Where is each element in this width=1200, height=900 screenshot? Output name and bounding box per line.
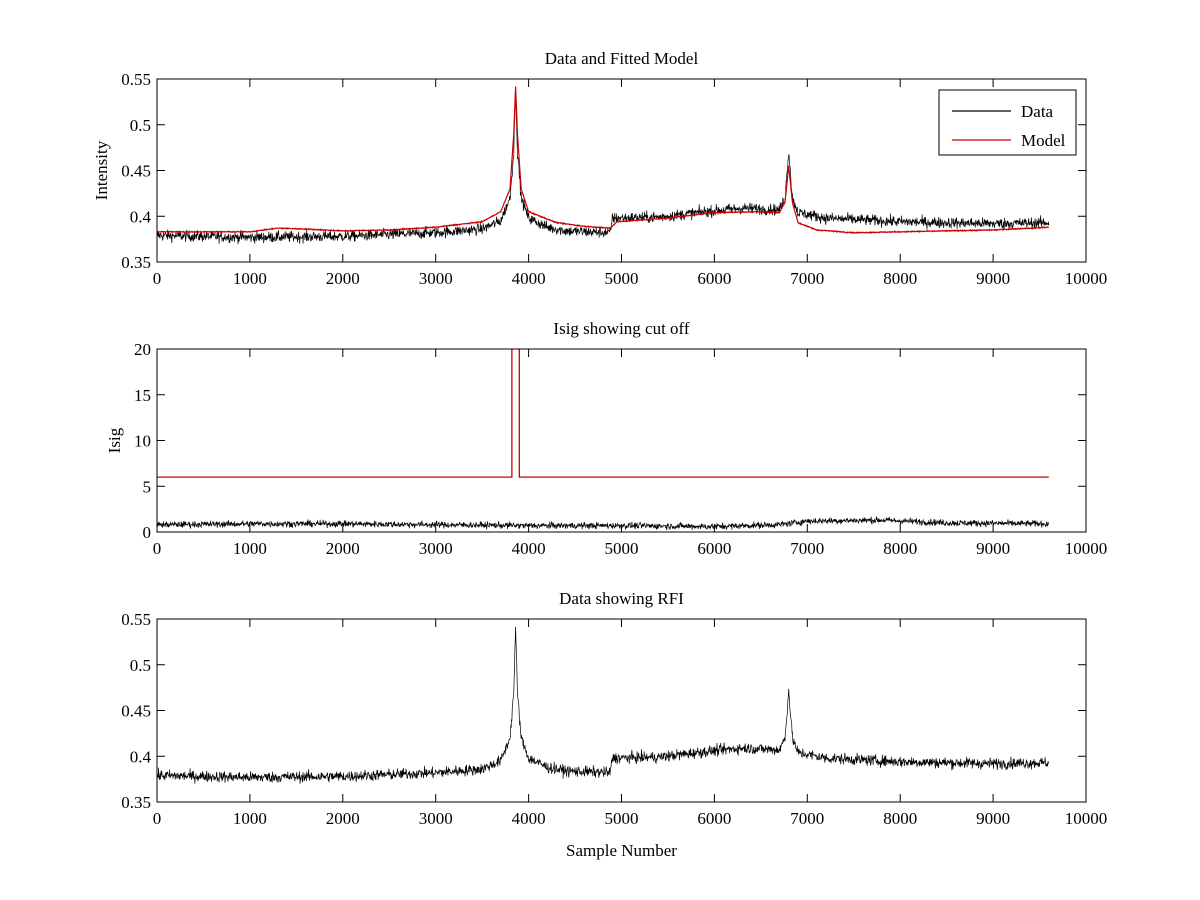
x-tick-label: 0 — [153, 539, 162, 558]
x-tick-label: 3000 — [419, 539, 453, 558]
x-tick-label: 5000 — [605, 269, 639, 288]
x-tick-label: 6000 — [697, 539, 731, 558]
x-tick-label: 0 — [153, 269, 162, 288]
x-tick-label: 9000 — [976, 269, 1010, 288]
y-tick-label: 0.45 — [121, 702, 151, 721]
subplot-2: 0 1000 2000 3000 4000 5000 6000 7000 8000 9000 100… — [105, 319, 1107, 558]
y-tick-label: 0.45 — [121, 162, 151, 181]
chart-title: Data showing RFI — [559, 589, 684, 608]
x-tick-label: 6000 — [697, 809, 731, 828]
x-tick-label: 1000 — [233, 269, 267, 288]
y-tick-label: 0 — [143, 523, 152, 542]
series-2-2 — [157, 349, 1049, 478]
x-tick-label: 5000 — [605, 809, 639, 828]
legend-box — [938, 89, 1077, 156]
subplot-3: 0 1000 2000 3000 4000 5000 6000 7000 8000 9000 100… — [121, 589, 1107, 860]
x-tick-label: 1000 — [233, 809, 267, 828]
chart-title: Isig showing cut off — [553, 319, 689, 338]
series-1-data — [157, 90, 1050, 245]
series-2-1 — [157, 516, 1050, 531]
y-axis-label: Intensity — [92, 140, 111, 200]
x-tick-label: 7000 — [790, 269, 824, 288]
series-3-1 — [157, 626, 1049, 784]
x-tick-label: 10000 — [1065, 809, 1108, 828]
y-tick-label: 0.5 — [130, 656, 151, 675]
legend: Data Model — [938, 89, 1077, 156]
y-axis-label: Isig — [105, 427, 124, 453]
x-tick-label: 5000 — [605, 539, 639, 558]
y-tick-label: 0.35 — [121, 253, 151, 272]
y-tick-label: 0.4 — [130, 747, 152, 766]
x-tick-label: 4000 — [512, 539, 546, 558]
x-tick-label: 8000 — [883, 539, 917, 558]
x-tick-label: 2000 — [326, 539, 360, 558]
y-tick-label: 5 — [143, 477, 152, 496]
y-tick-label: 15 — [134, 386, 151, 405]
x-tick-label: 10000 — [1065, 269, 1108, 288]
y-tick-label: 0.55 — [121, 70, 151, 89]
x-tick-label: 1000 — [233, 539, 267, 558]
legend-label-model: Model — [1021, 131, 1066, 150]
x-tick-label: 7000 — [790, 809, 824, 828]
y-tick-label: 10 — [134, 432, 151, 451]
x-tick-label: 9000 — [976, 539, 1010, 558]
x-tick-label: 4000 — [512, 809, 546, 828]
y-tick-label: 20 — [134, 340, 151, 359]
x-tick-label: 6000 — [697, 269, 731, 288]
y-tick-label: 0.5 — [130, 116, 151, 135]
x-tick-label: 9000 — [976, 809, 1010, 828]
y-tick-label: 0.55 — [121, 610, 151, 629]
x-tick-label: 3000 — [419, 809, 453, 828]
series-1-model — [157, 86, 1050, 235]
subplot-1: 0 1000 2000 3000 4000 5000 6000 7000 8000 9000 100… — [92, 49, 1107, 288]
x-tick-label: 10000 — [1065, 539, 1108, 558]
x-tick-label: 8000 — [883, 809, 917, 828]
chart-title: Data and Fitted Model — [545, 49, 699, 68]
legend-label-data: Data — [1021, 102, 1054, 121]
y-tick-label: 0.4 — [130, 207, 152, 226]
x-tick-label: 8000 — [883, 269, 917, 288]
y-tick-label: 0.35 — [121, 793, 151, 812]
x-tick-label: 2000 — [326, 269, 360, 288]
x-tick-label: 2000 — [326, 809, 360, 828]
x-tick-label: 3000 — [419, 269, 453, 288]
x-tick-label: 4000 — [512, 269, 546, 288]
x-tick-label: 7000 — [790, 539, 824, 558]
x-tick-label: 0 — [153, 809, 162, 828]
x-axis-label: Sample Number — [566, 841, 677, 860]
axes-box — [156, 348, 1087, 533]
